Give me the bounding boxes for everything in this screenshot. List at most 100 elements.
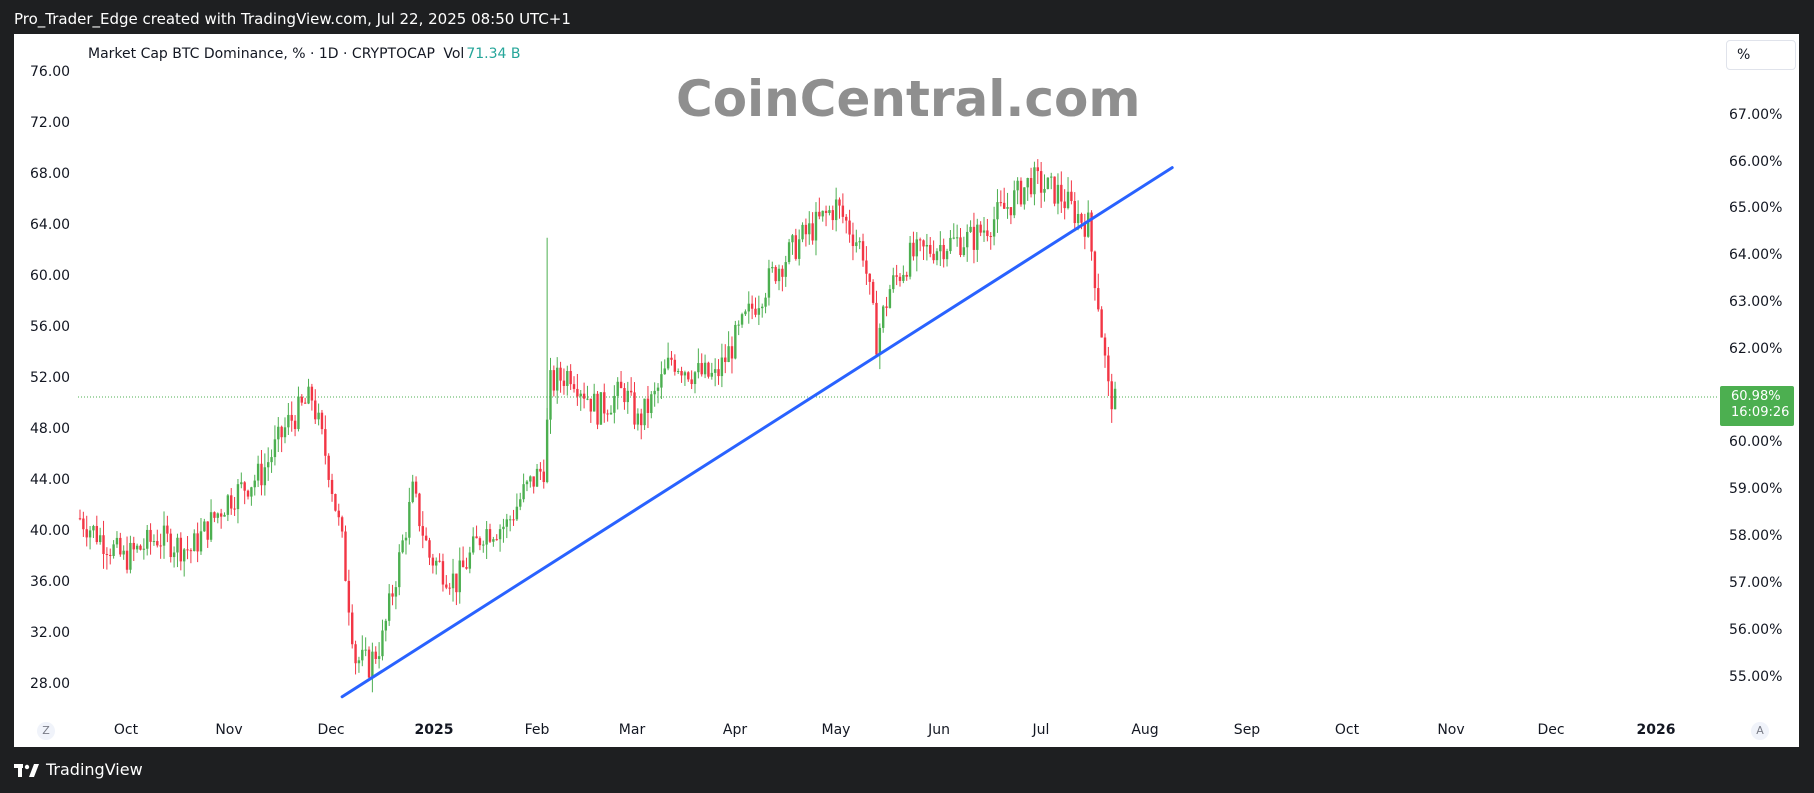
series-legend[interactable]: Market Cap BTC Dominance, % · 1D · CRYPT… — [88, 46, 520, 62]
candle-up — [92, 525, 95, 531]
candle-up — [240, 482, 243, 485]
candle-up — [858, 241, 861, 243]
candle-down — [831, 210, 834, 221]
candle-down — [290, 414, 293, 421]
candle-up — [283, 427, 287, 438]
candle-down — [461, 560, 465, 568]
time-axis-tick: Mar — [618, 722, 646, 738]
candle-up — [992, 219, 996, 237]
candle-down — [633, 392, 636, 425]
candle-down — [105, 553, 109, 555]
candle-up — [129, 542, 132, 570]
candle-down — [102, 535, 105, 554]
candle-up — [253, 480, 256, 488]
candle-up — [663, 368, 666, 375]
zoom-reset-button[interactable]: Z — [37, 722, 55, 740]
time-axis-tick: 2026 — [1636, 722, 1676, 738]
candle-up — [982, 230, 986, 233]
candle-down — [640, 413, 643, 426]
candle-up — [693, 372, 697, 385]
trendline[interactable] — [340, 166, 1174, 699]
candle-down — [438, 560, 441, 562]
time-axis-tick: Jul — [1032, 722, 1050, 738]
candle-up — [925, 244, 929, 247]
candle-down — [572, 384, 576, 389]
left-axis-tick: 76.00 — [30, 64, 71, 80]
candle-up — [468, 552, 472, 569]
candle-up — [1086, 212, 1090, 237]
left-axis-tick: 44.00 — [30, 472, 71, 488]
candle-down — [324, 429, 327, 456]
candle-down — [367, 649, 371, 678]
candle-up — [888, 289, 892, 308]
series-title: Market Cap BTC Dominance, % · 1D · CRYPT… — [88, 46, 435, 62]
tradingview-brand[interactable]: TradingView — [14, 760, 143, 779]
candle-up — [727, 346, 730, 363]
candle-up — [656, 387, 660, 391]
candle-down — [334, 494, 337, 511]
candle-down — [895, 275, 898, 277]
candle-up — [287, 414, 290, 428]
candle-down — [159, 545, 162, 547]
volume-value: 71.34 B — [466, 46, 521, 62]
candle-up — [458, 560, 461, 593]
candle-down — [730, 346, 734, 359]
candle-up — [297, 396, 300, 430]
candle-down — [851, 234, 855, 247]
candle-up — [401, 540, 404, 553]
candle-up — [613, 395, 616, 413]
candle-down — [330, 479, 334, 495]
candle-down — [690, 379, 693, 385]
candle-down — [431, 557, 435, 566]
candle-up — [734, 324, 737, 359]
candle-down — [589, 398, 593, 412]
candle-down — [314, 400, 317, 420]
candle-up — [398, 552, 401, 588]
candle-up — [616, 381, 619, 396]
candle-up — [1043, 188, 1046, 193]
candle-up — [209, 512, 213, 540]
candle-down — [303, 402, 307, 404]
candle-up — [902, 274, 905, 281]
right-axis-tick: 57.00% — [1729, 575, 1783, 591]
candle-down — [1100, 309, 1103, 338]
left-axis-tick: 36.00 — [30, 574, 71, 590]
candle-up — [471, 536, 475, 553]
candle-down — [603, 392, 606, 414]
candle-down — [871, 281, 875, 303]
candle-down — [139, 545, 142, 550]
candle-up — [744, 311, 747, 315]
left-axis-tick: 28.00 — [30, 676, 71, 692]
candle-down — [119, 537, 122, 555]
right-axis-tick: 59.00% — [1729, 481, 1783, 497]
candle-down — [959, 237, 962, 256]
right-axis-tick: 56.00% — [1729, 622, 1783, 638]
auto-scale-button[interactable]: A — [1751, 722, 1769, 740]
candle-down — [421, 526, 424, 536]
candle-down — [1097, 288, 1100, 310]
candle-down — [213, 512, 216, 518]
candle-down — [82, 518, 85, 530]
candle-down — [1103, 337, 1107, 356]
candle-down — [347, 580, 351, 613]
candle-up — [579, 393, 582, 397]
scale-mode-button[interactable]: % — [1726, 40, 1796, 70]
candle-up — [361, 649, 364, 661]
candle-up — [821, 210, 824, 217]
candle-up — [199, 531, 203, 552]
candle-down — [717, 369, 720, 377]
candle-up — [522, 484, 525, 500]
candle-up — [797, 239, 801, 259]
right-axis-tick: 64.00% — [1729, 247, 1783, 263]
candle-down — [1080, 213, 1083, 223]
candle-down — [233, 508, 236, 510]
candle-up — [1050, 176, 1053, 178]
candle-up — [784, 262, 787, 277]
candle-up — [549, 370, 552, 420]
candle-up — [1066, 191, 1070, 209]
candle-down — [559, 367, 562, 381]
candle-up — [519, 499, 522, 507]
candle-up — [508, 519, 512, 521]
candle-up — [115, 537, 119, 545]
